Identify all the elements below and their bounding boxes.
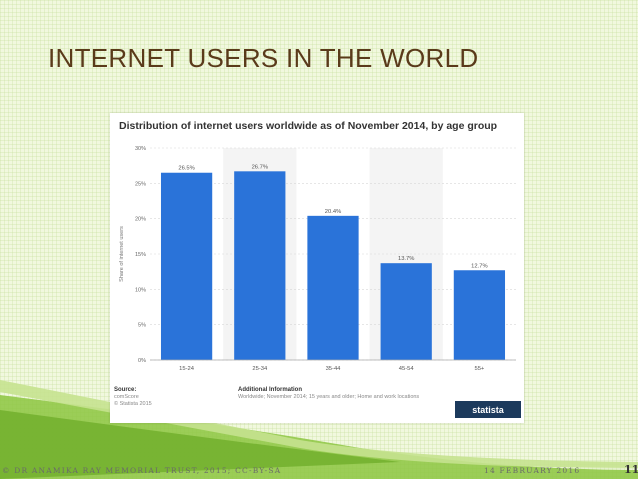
y-tick-label: 0% — [138, 358, 146, 364]
chart-card: Distribution of internet users worldwide… — [110, 113, 524, 423]
x-tick-label: 35-44 — [326, 366, 342, 372]
statista-logo: statista — [455, 401, 521, 418]
y-axis-label: Share of internet users — [119, 226, 125, 282]
additional-info-block: Additional Information Worldwide; Novemb… — [238, 387, 438, 401]
slide-title: INTERNET USERS IN THE WORLD — [48, 43, 479, 73]
statista-wordmark: statista — [472, 404, 504, 415]
bar — [453, 270, 506, 360]
data-label: 12.7% — [471, 263, 487, 269]
source-heading: Source: — [114, 387, 137, 393]
y-tick-label: 10% — [135, 287, 146, 293]
y-tick-label: 30% — [135, 146, 146, 152]
info-text: Worldwide; November 2014; 15 years and o… — [238, 394, 420, 400]
data-label: 13.7% — [398, 256, 414, 262]
data-label: 26.7% — [252, 164, 268, 170]
data-label: 20.4% — [325, 209, 341, 215]
y-tick-label: 25% — [135, 181, 146, 187]
info-heading: Additional Information — [238, 387, 302, 393]
source-block: Source: comScore © Statista 2015 — [114, 387, 152, 408]
slide-footer: © DR ANAMIKA RAY MEMORIAL TRUST, 2015; C… — [0, 462, 638, 479]
footer-date: 14 FEBRUARY 2016 — [484, 466, 581, 475]
chart-title: Distribution of internet users worldwide… — [119, 120, 498, 132]
source-copyright: © Statista 2015 — [114, 401, 152, 407]
bar-chart: 0% 5% 10% 15% 20% 25% 30% Share of internet use… — [119, 146, 516, 372]
x-tick-label: 45-54 — [399, 366, 415, 372]
footer-copyright: © DR ANAMIKA RAY MEMORIAL TRUST, 2015; C… — [2, 466, 282, 475]
page-number: 11 — [624, 463, 638, 476]
bar — [307, 215, 359, 360]
bar — [380, 263, 432, 360]
data-label: 26.5% — [178, 166, 194, 172]
bar — [234, 171, 286, 360]
y-tick-label: 15% — [135, 252, 146, 258]
source-line: comScore — [114, 394, 139, 400]
x-tick-label: 55+ — [474, 366, 484, 372]
y-tick-label: 20% — [135, 217, 146, 223]
x-tick-label: 15-24 — [179, 366, 195, 372]
x-tick-label: 25-34 — [252, 366, 268, 372]
y-tick-label: 5% — [138, 323, 146, 329]
bar — [160, 172, 213, 360]
